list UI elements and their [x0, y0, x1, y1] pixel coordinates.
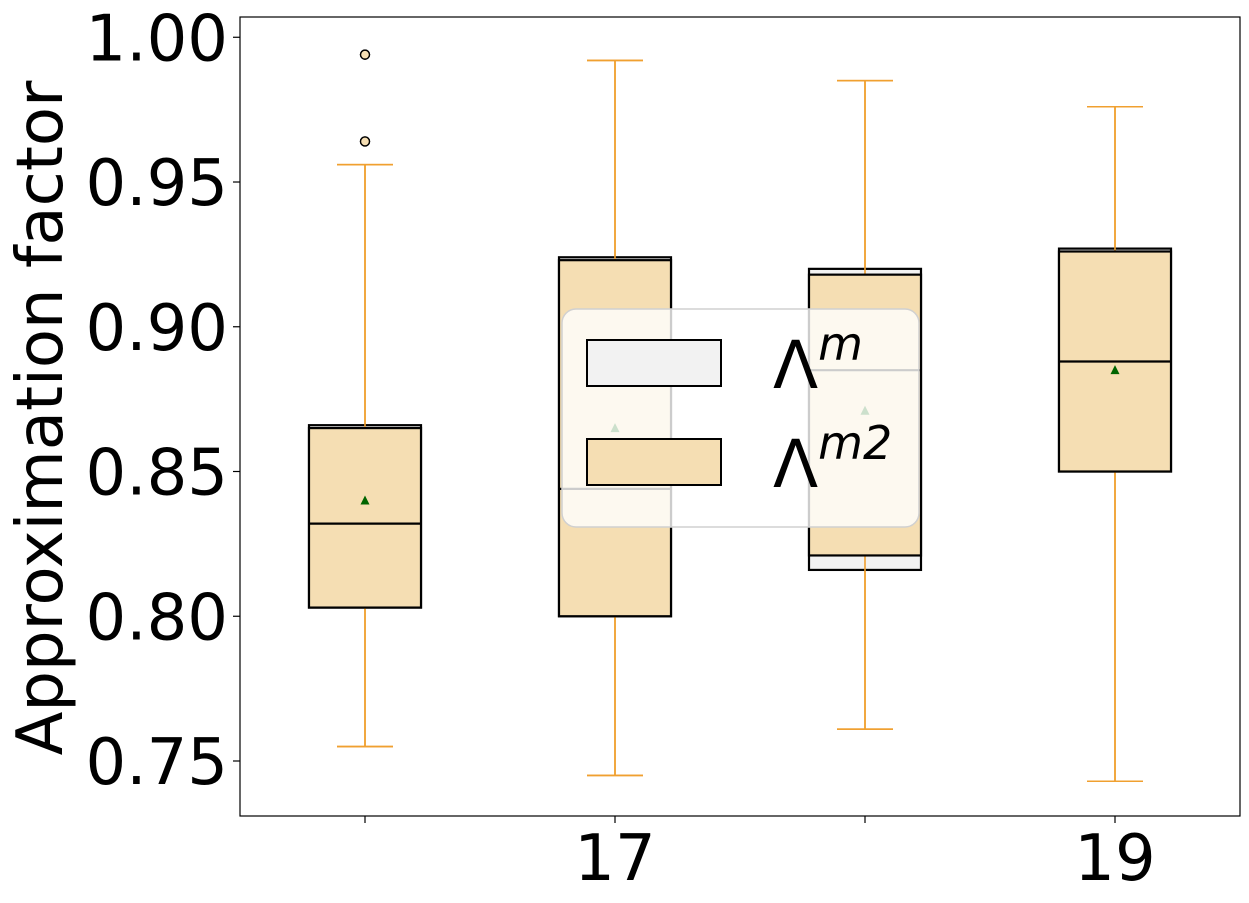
legend-label-superscript: m2 — [818, 416, 892, 470]
legend-swatch — [586, 438, 722, 486]
y-tick-label: 0.80 — [86, 581, 229, 655]
outlier-point — [359, 49, 371, 60]
legend-label-superscript: m — [818, 317, 863, 371]
legend-swatch — [586, 339, 722, 387]
y-tick-label: 1.00 — [86, 2, 229, 76]
mean-marker — [360, 495, 370, 505]
x-tick-label: 17 — [574, 822, 655, 896]
x-axis: 17 19 — [364, 816, 1156, 896]
y-axis-label: Approximation factor — [4, 80, 78, 755]
legend-label-base: Λ — [773, 426, 818, 503]
box-group — [1057, 105, 1173, 783]
legend-label: Λm — [773, 317, 863, 404]
box-body — [307, 426, 423, 609]
y-tick-label: 0.75 — [86, 726, 229, 800]
legend-label-base: Λ — [773, 327, 818, 404]
y-tick-label: 0.85 — [86, 437, 229, 511]
y-tick-label: 0.95 — [86, 147, 229, 221]
mean-marker — [1110, 365, 1120, 375]
y-tick-label: 0.90 — [86, 292, 229, 366]
legend-label: Λm2 — [773, 416, 892, 503]
y-axis: 0.75 0.80 0.85 0.90 0.95 1.00 — [86, 2, 240, 800]
box-group — [307, 49, 423, 748]
plot-area-frame — [239, 16, 1241, 817]
outlier-point — [359, 136, 371, 147]
x-tick-label: 19 — [1074, 822, 1155, 896]
